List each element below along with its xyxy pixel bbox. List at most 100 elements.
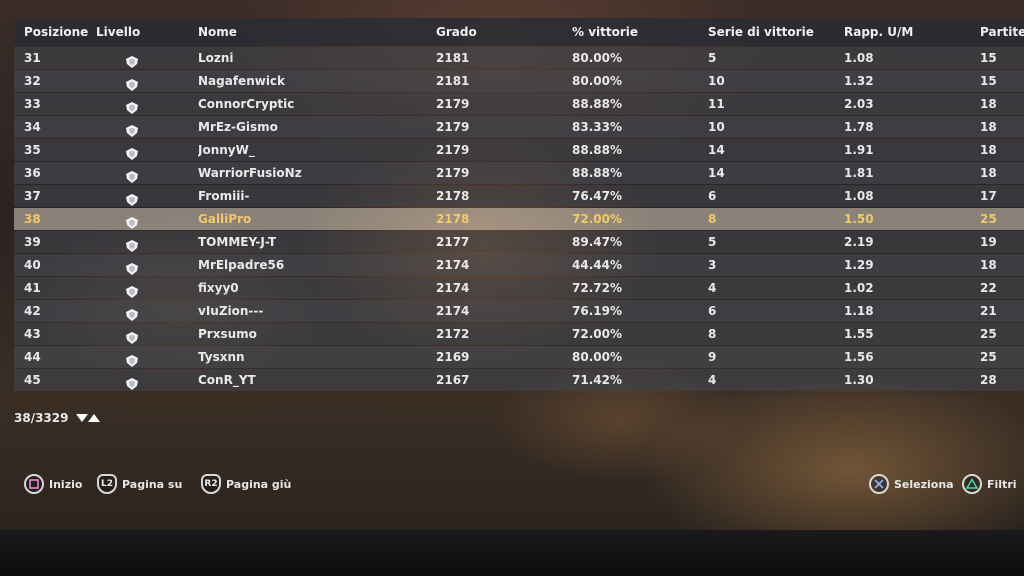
rank-emblem-icon bbox=[124, 170, 140, 184]
rating-cell: 2174 bbox=[436, 258, 470, 272]
rank-emblem-icon bbox=[124, 147, 140, 161]
rating-cell: 2179 bbox=[436, 97, 470, 111]
win-streak-cell: 11 bbox=[708, 97, 725, 111]
control-start[interactable]: Inizio bbox=[24, 474, 82, 494]
rank-emblem-icon bbox=[124, 193, 140, 207]
table-row[interactable]: 33 ConnorCryptic 2179 88.88% 11 2.03 18 bbox=[14, 93, 1024, 115]
win-streak-cell: 8 bbox=[708, 212, 717, 226]
rating-cell: 2167 bbox=[436, 373, 470, 387]
win-percent-cell: 80.00% bbox=[572, 74, 622, 88]
player-name-cell: MrElpadre56 bbox=[198, 258, 285, 272]
win-percent-cell: 88.88% bbox=[572, 166, 622, 180]
position-cell: 35 bbox=[24, 143, 41, 157]
position-cell: 42 bbox=[24, 304, 41, 318]
matches-cell: 19 bbox=[980, 235, 997, 249]
table-body: 31 Lozni 2181 80.00% 5 1.08 15 32 Nagafenwick 218… bbox=[14, 47, 1024, 391]
matches-cell: 15 bbox=[980, 51, 997, 65]
position-cell: 31 bbox=[24, 51, 41, 65]
kd-ratio-cell: 1.18 bbox=[844, 304, 874, 318]
table-row[interactable]: 34 MrEz-Gismo 2179 83.33% 10 1.78 18 bbox=[14, 116, 1024, 138]
rating-cell: 2174 bbox=[436, 281, 470, 295]
rating-cell: 2177 bbox=[436, 235, 470, 249]
win-streak-cell: 4 bbox=[708, 281, 717, 295]
win-percent-cell: 71.42% bbox=[572, 373, 622, 387]
matches-cell: 18 bbox=[980, 97, 997, 111]
matches-cell: 25 bbox=[980, 327, 997, 341]
win-streak-cell: 14 bbox=[708, 143, 725, 157]
table-row[interactable]: 43 Prxsumo 2172 72.00% 8 1.55 25 bbox=[14, 323, 1024, 345]
rank-emblem-icon bbox=[124, 377, 140, 391]
position-cell: 36 bbox=[24, 166, 41, 180]
up-down-arrows-icon[interactable] bbox=[74, 412, 102, 424]
table-row[interactable]: 32 Nagafenwick 2181 80.00% 10 1.32 15 bbox=[14, 70, 1024, 92]
win-streak-cell: 4 bbox=[708, 373, 717, 387]
table-row[interactable]: 40 MrElpadre56 2174 44.44% 3 1.29 18 bbox=[14, 254, 1024, 276]
r2-button-icon: R2 bbox=[201, 474, 221, 494]
player-name-cell: WarriorFusioNz bbox=[198, 166, 302, 180]
win-percent-cell: 76.47% bbox=[572, 189, 622, 203]
control-start-label: Inizio bbox=[49, 477, 83, 491]
control-select[interactable]: Seleziona bbox=[869, 474, 954, 494]
win-streak-cell: 10 bbox=[708, 120, 725, 134]
rank-emblem-icon bbox=[124, 262, 140, 276]
matches-cell: 18 bbox=[980, 166, 997, 180]
table-row[interactable]: 37 Fromiii- 2178 76.47% 6 1.08 17 bbox=[14, 185, 1024, 207]
player-name-cell: Tysxnn bbox=[198, 350, 245, 364]
control-page-down[interactable]: R2 Pagina giù bbox=[201, 474, 291, 494]
player-name-cell: TOMMEY-J-T bbox=[198, 235, 277, 249]
win-percent-cell: 44.44% bbox=[572, 258, 622, 272]
table-row[interactable]: 35 JonnyW_ 2179 88.88% 14 1.91 18 bbox=[14, 139, 1024, 161]
position-cell: 41 bbox=[24, 281, 41, 295]
rating-cell: 2179 bbox=[436, 120, 470, 134]
l2-button-icon: L2 bbox=[97, 474, 117, 494]
table-row[interactable]: 42 vIuZion--- 2174 76.19% 6 1.18 21 bbox=[14, 300, 1024, 322]
win-streak-cell: 8 bbox=[708, 327, 717, 341]
rank-emblem-icon bbox=[124, 78, 140, 92]
table-row[interactable]: 36 WarriorFusioNz 2179 88.88% 14 1.81 18 bbox=[14, 162, 1024, 184]
column-header-nome: Nome bbox=[198, 25, 237, 39]
player-name-cell: Prxsumo bbox=[198, 327, 257, 341]
kd-ratio-cell: 1.91 bbox=[844, 143, 874, 157]
kd-ratio-cell: 1.55 bbox=[844, 327, 874, 341]
kd-ratio-cell: 1.50 bbox=[844, 212, 874, 226]
player-name-cell: ConnorCryptic bbox=[198, 97, 295, 111]
table-row[interactable]: 45 ConR_YT 2167 71.42% 4 1.30 28 bbox=[14, 369, 1024, 391]
control-page-up[interactable]: L2 Pagina su bbox=[97, 474, 182, 494]
rating-cell: 2172 bbox=[436, 327, 470, 341]
control-page-down-label: Pagina giù bbox=[226, 477, 292, 491]
cross-button-icon bbox=[869, 474, 889, 494]
rank-emblem-icon bbox=[124, 124, 140, 138]
kd-ratio-cell: 1.02 bbox=[844, 281, 874, 295]
column-header-kd-ratio: Rapp. U/M bbox=[844, 25, 914, 39]
kd-ratio-cell: 1.29 bbox=[844, 258, 874, 272]
win-streak-cell: 9 bbox=[708, 350, 717, 364]
table-row[interactable]: 41 fixyy0 2174 72.72% 4 1.02 22 bbox=[14, 277, 1024, 299]
rank-emblem-icon bbox=[124, 308, 140, 322]
table-row[interactable]: 44 Tysxnn 2169 80.00% 9 1.56 25 bbox=[14, 346, 1024, 368]
player-name-cell: JonnyW_ bbox=[198, 143, 255, 157]
table-row[interactable]: 38 GalliPro 2178 72.00% 8 1.50 25 bbox=[14, 208, 1024, 230]
control-select-label: Seleziona bbox=[894, 477, 954, 491]
kd-ratio-cell: 1.78 bbox=[844, 120, 874, 134]
screen-bezel bbox=[0, 530, 1024, 576]
position-cell: 44 bbox=[24, 350, 41, 364]
kd-ratio-cell: 2.03 bbox=[844, 97, 874, 111]
control-filters[interactable]: Filtri bbox=[962, 474, 1017, 494]
win-streak-cell: 14 bbox=[708, 166, 725, 180]
kd-ratio-cell: 2.19 bbox=[844, 235, 874, 249]
table-row[interactable]: 39 TOMMEY-J-T 2177 89.47% 5 2.19 19 bbox=[14, 231, 1024, 253]
control-filters-label: Filtri bbox=[987, 477, 1017, 491]
table-row[interactable]: 31 Lozni 2181 80.00% 5 1.08 15 bbox=[14, 47, 1024, 69]
win-percent-cell: 72.72% bbox=[572, 281, 622, 295]
kd-ratio-cell: 1.81 bbox=[844, 166, 874, 180]
column-header-grado: Grado bbox=[436, 25, 477, 39]
win-streak-cell: 10 bbox=[708, 74, 725, 88]
matches-cell: 21 bbox=[980, 304, 997, 318]
square-button-icon bbox=[24, 474, 44, 494]
position-cell: 45 bbox=[24, 373, 41, 387]
position-cell: 34 bbox=[24, 120, 41, 134]
page-indicator: 38/3329 bbox=[14, 411, 102, 425]
rating-cell: 2174 bbox=[436, 304, 470, 318]
rank-emblem-icon bbox=[124, 216, 140, 230]
player-name-cell: Nagafenwick bbox=[198, 74, 286, 88]
